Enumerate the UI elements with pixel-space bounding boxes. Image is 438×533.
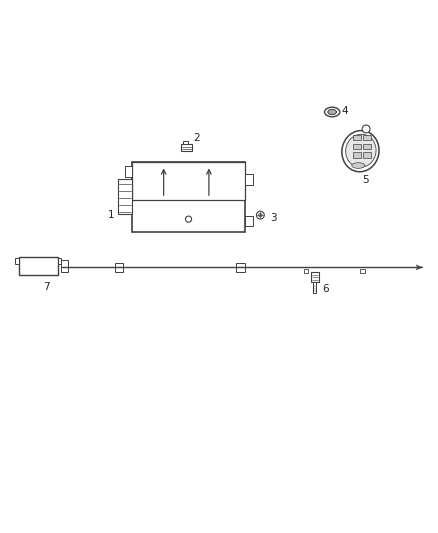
Bar — [245, 174, 253, 184]
Circle shape — [362, 125, 370, 133]
Bar — [311, 272, 319, 282]
Bar — [353, 152, 361, 158]
Text: 3: 3 — [270, 213, 276, 223]
Bar — [237, 263, 245, 272]
Bar — [183, 141, 188, 144]
Ellipse shape — [325, 107, 340, 117]
Bar — [245, 216, 253, 227]
Bar — [181, 144, 191, 151]
Bar — [353, 144, 361, 149]
Bar — [132, 162, 245, 232]
Bar — [58, 258, 61, 264]
Circle shape — [256, 211, 264, 219]
Bar — [19, 257, 58, 275]
Bar — [132, 162, 245, 200]
Text: 2: 2 — [193, 133, 200, 143]
Bar — [360, 269, 365, 272]
Bar — [304, 269, 308, 272]
Text: 7: 7 — [43, 281, 49, 292]
Ellipse shape — [352, 163, 365, 168]
Text: 6: 6 — [322, 284, 329, 294]
Text: 5: 5 — [363, 175, 369, 185]
Bar — [118, 180, 132, 214]
Bar — [15, 258, 19, 264]
Bar — [364, 135, 371, 140]
Bar — [125, 166, 132, 177]
Bar — [364, 144, 371, 149]
Text: 1: 1 — [108, 210, 115, 220]
Bar — [61, 260, 67, 272]
Circle shape — [185, 216, 191, 222]
Bar — [364, 152, 371, 158]
Ellipse shape — [346, 134, 376, 167]
Bar — [115, 263, 123, 272]
Bar — [313, 282, 317, 293]
Text: 4: 4 — [342, 106, 348, 116]
Bar — [353, 135, 361, 140]
Ellipse shape — [342, 131, 379, 172]
Ellipse shape — [328, 109, 336, 115]
Circle shape — [258, 213, 262, 217]
